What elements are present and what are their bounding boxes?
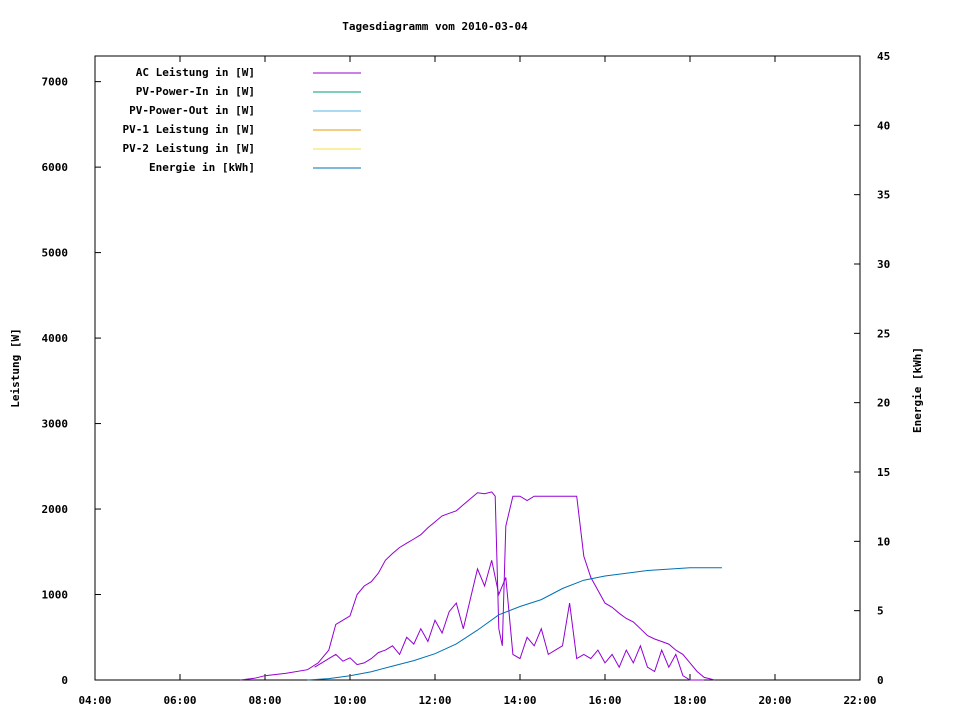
y-axis-left: 0 1000 2000 3000 4000 5000 6000 7000 [42,76,101,687]
y2-tick-label: 45 [877,50,890,63]
y-tick-label: 6000 [42,161,69,174]
x-tick-label: 16:00 [588,694,621,707]
y2-tick-label: 15 [877,466,890,479]
legend-label: PV-1 Leistung in [W] [123,123,255,136]
legend-label: PV-2 Leistung in [W] [123,142,255,155]
y-tick-label: 5000 [42,247,69,260]
y2-tick-label: 5 [877,605,884,618]
x-tick-label: 14:00 [503,694,536,707]
y2-axis-label: Energie [kWh] [911,347,924,433]
y2-tick-label: 0 [877,674,884,687]
y2-tick-label: 30 [877,258,890,271]
y-tick-label: 7000 [42,76,69,89]
x-tick-label: 10:00 [333,694,366,707]
y2-tick-label: 40 [877,119,890,132]
series-line-6 [307,567,722,681]
plot-frame [94,55,861,681]
series-line-0 [240,491,715,681]
series-layer [240,491,722,681]
x-tick-label: 22:00 [843,694,876,707]
x-tick-label: 20:00 [758,694,791,707]
y2-tick-label: 25 [877,327,890,340]
y-axis-label: Leistung [W] [9,328,22,407]
y-tick-label: 2000 [42,503,69,516]
y2-tick-label: 20 [877,397,890,410]
legend-label: PV-Power-Out in [W] [129,104,255,117]
y-tick-label: 0 [61,674,68,687]
legend-label: AC Leistung in [W] [136,66,255,79]
y-tick-label: 4000 [42,332,69,345]
y2-tick-label: 35 [877,189,890,202]
x-tick-label: 12:00 [418,694,451,707]
y-tick-label: 1000 [42,589,69,602]
series-line-1 [314,560,705,681]
chart-title: Tagesdiagramm vom 2010-03-04 [342,20,528,33]
x-axis: 04:00 06:00 08:00 10:00 12:00 14:00 16:00 18:00… [78,56,877,707]
legend-label: PV-Power-In in [W] [136,85,255,98]
y2-tick-label: 10 [877,535,890,548]
legend-label: Energie in [kWh] [149,161,255,174]
y-axis-right: 0 5 10 15 20 25 30 35 40 45 [854,50,890,687]
y-tick-label: 3000 [42,418,69,431]
x-tick-label: 04:00 [78,694,111,707]
x-tick-label: 08:00 [248,694,281,707]
legend: AC Leistung in [W] PV-Power-In in [W] PV-P… [123,66,361,174]
x-tick-label: 06:00 [163,694,196,707]
x-tick-label: 18:00 [673,694,706,707]
